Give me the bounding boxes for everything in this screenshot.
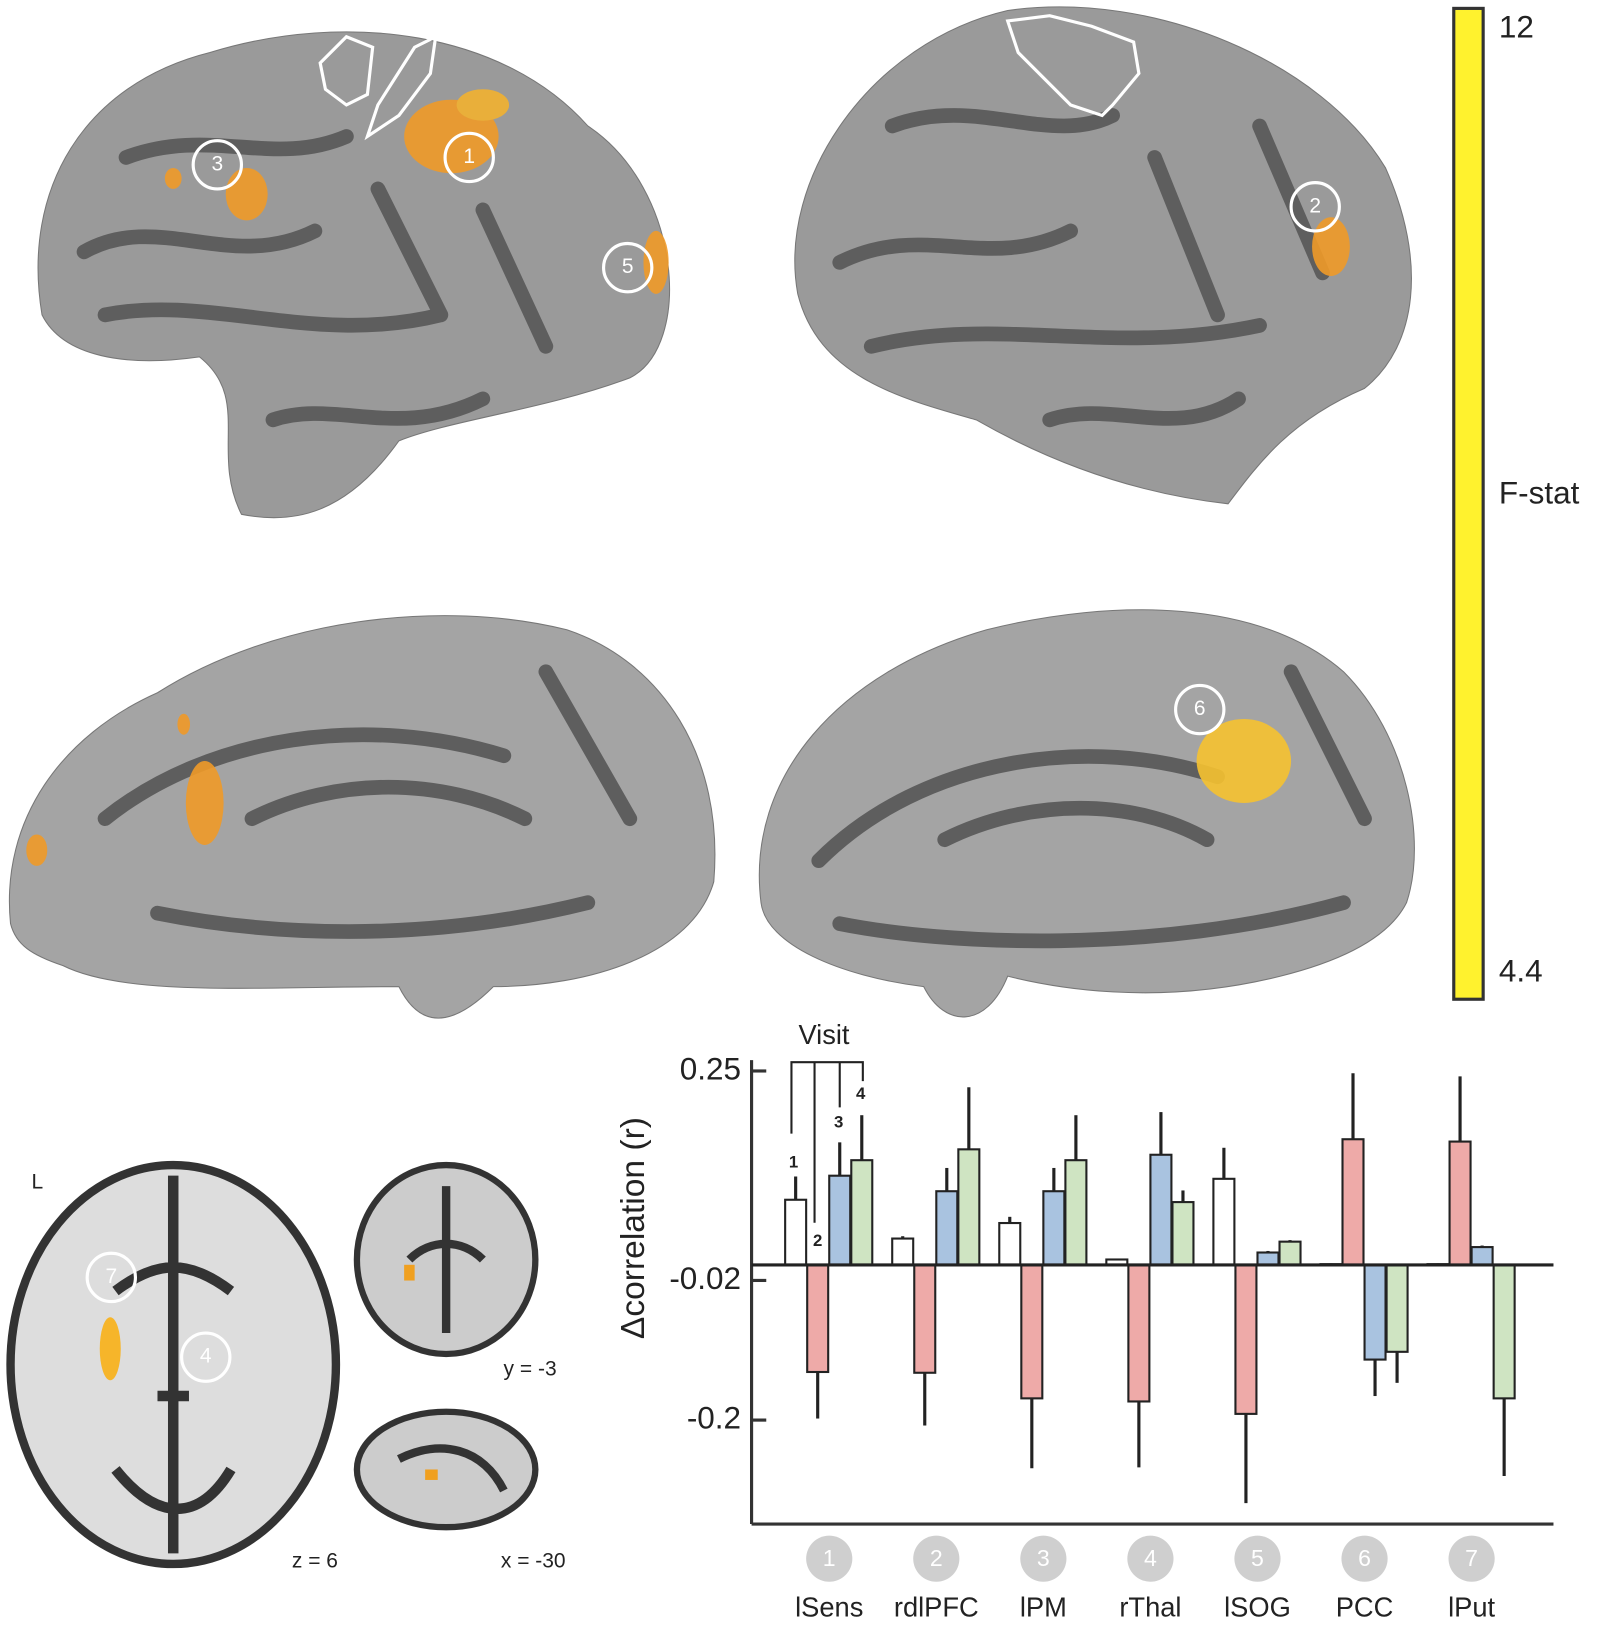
bar bbox=[1171, 1201, 1195, 1266]
region-marker-label: 4 bbox=[200, 1345, 212, 1368]
bar bbox=[1448, 1140, 1472, 1266]
region-marker-label: 5 bbox=[622, 255, 634, 278]
region-marker bbox=[443, 131, 495, 184]
region-marker bbox=[85, 1251, 138, 1304]
colorbar-label: F-stat bbox=[1499, 476, 1580, 511]
category-badge bbox=[1234, 1535, 1281, 1582]
colorbar-tick-label: 4.4 bbox=[1499, 953, 1543, 988]
bar bbox=[998, 1221, 1022, 1266]
category-number: 4 bbox=[1144, 1545, 1157, 1571]
bar bbox=[1212, 1177, 1236, 1266]
bar bbox=[1127, 1263, 1151, 1403]
y-tick-label: -0.02 bbox=[669, 1261, 741, 1296]
bar bbox=[913, 1263, 937, 1374]
bar bbox=[1385, 1263, 1409, 1353]
legend-entry: 4 bbox=[856, 1084, 866, 1103]
category-number: 3 bbox=[1037, 1545, 1050, 1571]
bar bbox=[784, 1198, 808, 1266]
bar bbox=[1363, 1263, 1387, 1361]
category-number: 5 bbox=[1251, 1545, 1264, 1571]
brain-slices bbox=[6, 1160, 539, 1569]
outlines bbox=[318, 14, 1141, 141]
legend-bracket bbox=[790, 1061, 864, 1223]
category-badge bbox=[1020, 1535, 1067, 1582]
bar bbox=[1470, 1246, 1494, 1266]
category-number: 7 bbox=[1465, 1545, 1478, 1571]
y-tick-label: 0.25 bbox=[680, 1051, 741, 1086]
category-number: 2 bbox=[930, 1545, 943, 1571]
region-marker bbox=[191, 139, 244, 191]
left-lateral-brain bbox=[37, 31, 671, 519]
x-tick-label: PCC bbox=[1336, 1591, 1394, 1622]
bar bbox=[1234, 1263, 1258, 1415]
region-marker bbox=[1174, 683, 1226, 736]
x-tick-label: lSens bbox=[795, 1591, 863, 1622]
colorbar-tick-label: 12 bbox=[1499, 10, 1534, 45]
category-badge bbox=[1448, 1535, 1495, 1582]
orientation-label: L bbox=[32, 1170, 44, 1193]
bar bbox=[850, 1159, 874, 1266]
region-marker-label: 7 bbox=[105, 1265, 117, 1288]
bar bbox=[891, 1237, 915, 1266]
bar bbox=[957, 1148, 981, 1266]
colorbar bbox=[1452, 6, 1485, 1001]
brain-surfaces bbox=[8, 6, 1415, 1019]
region-marker-label: 6 bbox=[1194, 697, 1206, 720]
bar bbox=[1064, 1159, 1088, 1266]
category-badge bbox=[1341, 1535, 1388, 1582]
slice-label: x = -30 bbox=[501, 1549, 566, 1572]
y-axis-label: Δcorrelation (r) bbox=[615, 1117, 652, 1339]
bar bbox=[1020, 1263, 1044, 1400]
bar bbox=[1278, 1240, 1302, 1266]
x-tick-label: lPM bbox=[1020, 1591, 1067, 1622]
legend-entry: 1 bbox=[789, 1152, 798, 1171]
region-marker-label: 2 bbox=[1309, 194, 1321, 217]
x-tick-label: rdlPFC bbox=[894, 1591, 979, 1622]
category-badge bbox=[1127, 1535, 1174, 1582]
legend-entry: 2 bbox=[813, 1231, 822, 1250]
bar bbox=[828, 1174, 852, 1266]
legend-entry: 3 bbox=[834, 1113, 843, 1132]
y-tick-label: -0.2 bbox=[687, 1400, 741, 1435]
bar bbox=[806, 1263, 830, 1374]
bar bbox=[935, 1190, 959, 1266]
region-marker bbox=[601, 241, 654, 294]
slice-label: y = -3 bbox=[504, 1357, 557, 1380]
category-badge bbox=[913, 1535, 960, 1582]
bar bbox=[1341, 1138, 1365, 1266]
region-marker-label: 1 bbox=[463, 145, 475, 168]
category-number: 1 bbox=[823, 1545, 836, 1571]
bar bbox=[1149, 1153, 1173, 1266]
bar bbox=[1492, 1263, 1516, 1400]
x-tick-label: lPut bbox=[1448, 1591, 1495, 1622]
region-marker bbox=[180, 1331, 232, 1383]
slice-label: z = 6 bbox=[292, 1549, 338, 1572]
bar bbox=[1042, 1190, 1066, 1266]
legend-title: Visit bbox=[798, 1019, 849, 1050]
category-number: 6 bbox=[1358, 1545, 1371, 1571]
x-tick-label: lSOG bbox=[1224, 1591, 1291, 1622]
x-tick-label: rThal bbox=[1119, 1591, 1181, 1622]
activation-blobs bbox=[26, 89, 1350, 866]
region-marker-label: 3 bbox=[211, 152, 223, 175]
region-marker bbox=[1289, 181, 1341, 233]
category-badge bbox=[806, 1535, 853, 1582]
sulci bbox=[76, 108, 1372, 949]
bar bbox=[1256, 1251, 1280, 1266]
